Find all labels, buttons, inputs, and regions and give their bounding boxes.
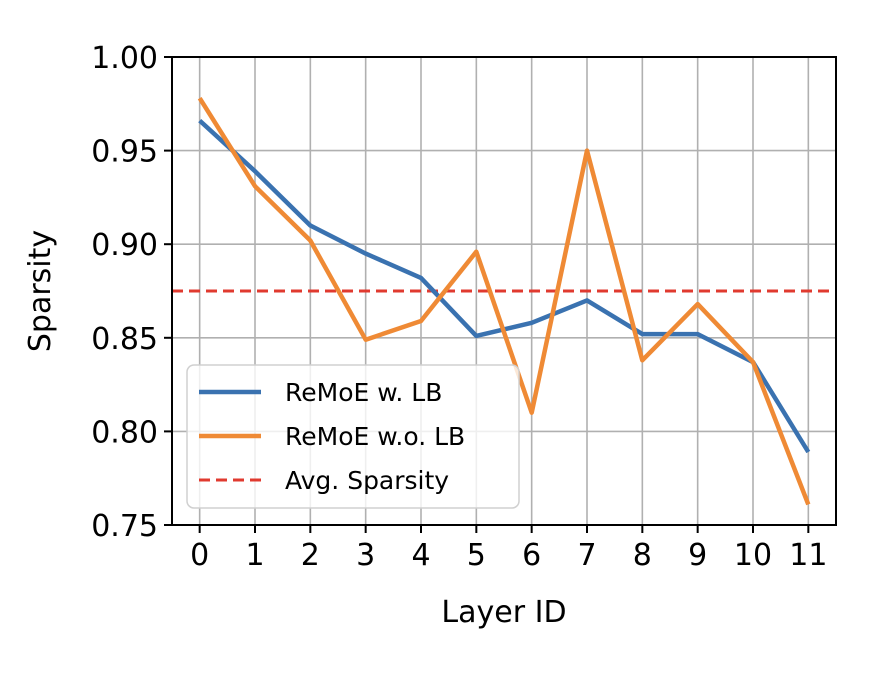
x-tick-label: 0 — [190, 538, 209, 573]
x-tick-label: 3 — [356, 538, 375, 573]
series-line-remoe-w-o-lb — [197, 97, 811, 506]
y-tick-label: 1.00 — [91, 41, 158, 76]
x-tick-label: 1 — [245, 538, 264, 573]
legend: ReMoE w. LB ReMoE w.o. LB Avg. Sparsity — [186, 364, 520, 509]
y-tick-label: 0.95 — [91, 135, 158, 170]
x-tick-label: 8 — [633, 538, 652, 573]
legend-box — [186, 364, 520, 509]
x-tick-label: 2 — [301, 538, 320, 573]
x-axis-label: Layer ID — [441, 595, 566, 630]
x-tick-label: 7 — [577, 538, 596, 573]
legend-label-remoe-w-o-lb: ReMoE w.o. LB — [285, 422, 465, 451]
legend-label-avg-sparsity: Avg. Sparsity — [285, 466, 449, 495]
x-tick-label: 10 — [734, 538, 772, 573]
x-tick-label: 5 — [467, 538, 486, 573]
series-lines — [197, 97, 811, 506]
y-axis-ticks: 0.75 0.80 0.85 0.90 0.95 1.00 — [91, 41, 172, 544]
x-tick-label: 4 — [411, 538, 430, 573]
y-tick-label: 0.90 — [91, 228, 158, 263]
plot-frame — [171, 56, 837, 526]
x-tick-label: 6 — [522, 538, 541, 573]
y-tick-label: 0.80 — [91, 415, 158, 450]
y-axis-label: Sparsity — [23, 230, 58, 352]
x-tick-label: 11 — [789, 538, 827, 573]
y-tick-label: 0.85 — [91, 322, 158, 357]
x-tick-label: 9 — [688, 538, 707, 573]
legend-label-remoe-w-lb: ReMoE w. LB — [285, 378, 442, 407]
x-axis-ticks: 0 1 2 3 4 5 6 7 8 9 10 11 — [190, 525, 827, 573]
y-tick-label: 0.75 — [91, 509, 158, 544]
